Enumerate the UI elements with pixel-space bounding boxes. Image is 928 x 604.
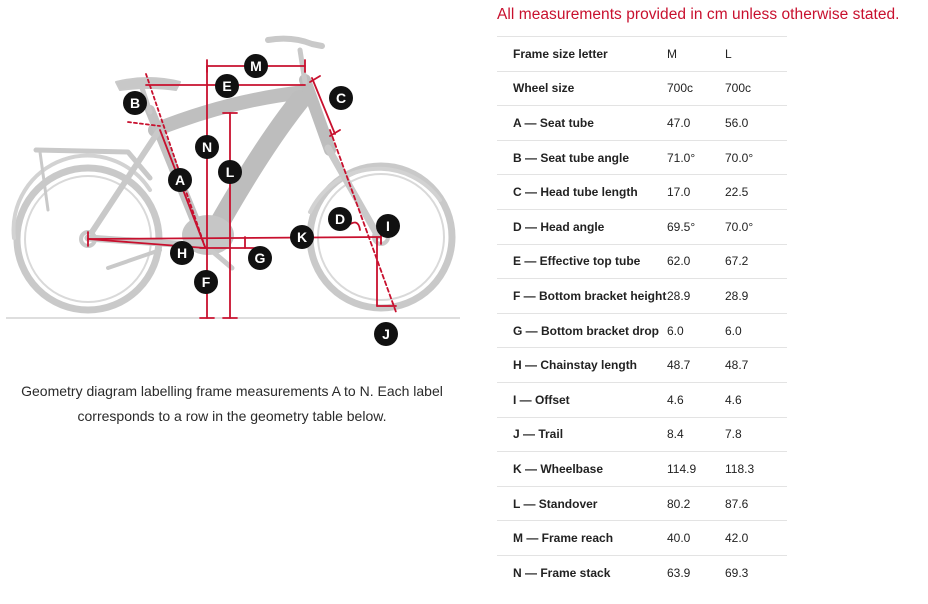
- row-value-m: 28.9: [667, 278, 725, 314]
- table-row: F — Bottom bracket height 28.9 28.9: [497, 278, 787, 314]
- table-row: K — Wheelbase 114.9 118.3: [497, 451, 787, 487]
- row-value-m: 71.0°: [667, 139, 725, 175]
- row-value-l: 118.3: [725, 451, 787, 487]
- svg-text:C: C: [336, 90, 346, 106]
- units-note: All measurements provided in cm unless o…: [497, 6, 900, 23]
- table-row: A — Seat tube 47.0 56.0: [497, 105, 787, 141]
- table-row: H — Chainstay length 48.7 48.7: [497, 347, 787, 383]
- row-name: B — Seat tube angle: [497, 139, 667, 175]
- svg-text:H: H: [177, 245, 187, 261]
- row-name: C — Head tube length: [497, 174, 667, 210]
- row-value-l: 6.0: [725, 312, 787, 348]
- header-size-m: M: [667, 36, 725, 72]
- row-value-l: 70.0°: [725, 208, 787, 245]
- row-value-m: 63.9: [667, 554, 725, 590]
- measurement-lines: [87, 59, 397, 319]
- row-value-m: 114.9: [667, 451, 725, 487]
- row-value-m: 4.6: [667, 381, 725, 418]
- label-A: A: [168, 168, 192, 192]
- svg-text:J: J: [382, 326, 390, 342]
- row-value-m: 17.0: [667, 174, 725, 210]
- header-size-l: L: [725, 36, 787, 72]
- table-row: E — Effective top tube 62.0 67.2: [497, 243, 787, 279]
- svg-text:G: G: [255, 250, 266, 266]
- label-F: F: [194, 270, 218, 294]
- row-name: M — Frame reach: [497, 520, 667, 556]
- row-value-m: 40.0: [667, 520, 725, 556]
- svg-text:L: L: [226, 164, 235, 180]
- label-N: N: [195, 135, 219, 159]
- svg-text:N: N: [202, 139, 212, 155]
- label-M: M: [244, 54, 268, 78]
- row-name: D — Head angle: [497, 208, 667, 245]
- row-value-l: 67.2: [725, 243, 787, 279]
- row-value-l: 48.7: [725, 347, 787, 383]
- row-value-l: 56.0: [725, 105, 787, 141]
- diagram-caption: Geometry diagram labelling frame measure…: [21, 383, 443, 424]
- table-row: G — Bottom bracket drop 6.0 6.0: [497, 312, 787, 348]
- geometry-table: Frame size letter M L Wheel size 700c 700c…: [497, 36, 787, 590]
- row-value-l: 42.0: [725, 520, 787, 556]
- svg-text:A: A: [175, 172, 185, 188]
- table-row: N — Frame stack 63.9 69.3: [497, 554, 787, 590]
- row-name: J — Trail: [497, 416, 667, 452]
- table-row: D — Head angle 69.5° 70.0°: [497, 208, 787, 245]
- table-row: M — Frame reach 40.0 42.0: [497, 520, 787, 556]
- geometry-diagram: A B C D E F G H I J K L M N: [0, 20, 470, 350]
- svg-text:D: D: [335, 211, 345, 227]
- row-value-l: 69.3: [725, 554, 787, 590]
- row-name: H — Chainstay length: [497, 347, 667, 383]
- row-value-l: 28.9: [725, 278, 787, 314]
- row-value-l: 87.6: [725, 485, 787, 521]
- label-K: K: [290, 225, 314, 249]
- label-C: C: [329, 86, 353, 110]
- label-D: D: [328, 207, 352, 231]
- label-E: E: [215, 74, 239, 98]
- row-value-l: 7.8: [725, 416, 787, 452]
- label-J: J: [374, 322, 398, 346]
- row-name: I — Offset: [497, 381, 667, 418]
- row-value-m: 80.2: [667, 485, 725, 521]
- table-header-row: Frame size letter M L: [497, 36, 787, 72]
- table-row: Wheel size 700c 700c: [497, 70, 787, 106]
- row-value-m: 69.5°: [667, 208, 725, 245]
- row-value-l: 700c: [725, 70, 787, 106]
- row-value-m: 62.0: [667, 243, 725, 279]
- svg-text:F: F: [202, 274, 211, 290]
- row-name: F — Bottom bracket height: [497, 278, 667, 314]
- svg-text:K: K: [297, 229, 307, 245]
- label-G: G: [248, 246, 272, 270]
- table-row: J — Trail 8.4 7.8: [497, 416, 787, 452]
- svg-text:E: E: [222, 78, 231, 94]
- row-name: K — Wheelbase: [497, 451, 667, 487]
- svg-text:I: I: [386, 218, 390, 234]
- svg-text:B: B: [130, 95, 140, 111]
- table-row: I — Offset 4.6 4.6: [497, 381, 787, 418]
- row-value-l: 70.0°: [725, 139, 787, 175]
- label-B: B: [123, 91, 147, 115]
- row-value-m: 47.0: [667, 105, 725, 141]
- measurement-labels: A B C D E F G H I J K L M N: [123, 54, 400, 346]
- row-value-m: 8.4: [667, 416, 725, 452]
- table-row: B — Seat tube angle 71.0° 70.0°: [497, 139, 787, 175]
- row-value-l: 22.5: [725, 174, 787, 210]
- row-name: N — Frame stack: [497, 554, 667, 590]
- table-row: C — Head tube length 17.0 22.5: [497, 174, 787, 210]
- row-value-l: 4.6: [725, 381, 787, 418]
- table-row: L — Standover 80.2 87.6: [497, 485, 787, 521]
- svg-text:M: M: [250, 58, 262, 74]
- row-name: L — Standover: [497, 485, 667, 521]
- header-frame-size: Frame size letter: [497, 36, 667, 72]
- label-I: I: [376, 214, 400, 238]
- label-L: L: [218, 160, 242, 184]
- label-H: H: [170, 241, 194, 265]
- row-value-m: 700c: [667, 70, 725, 106]
- row-name: A — Seat tube: [497, 105, 667, 141]
- row-name: G — Bottom bracket drop: [497, 312, 667, 348]
- row-name: Wheel size: [497, 70, 667, 106]
- row-value-m: 6.0: [667, 312, 725, 348]
- row-name: E — Effective top tube: [497, 243, 667, 279]
- row-value-m: 48.7: [667, 347, 725, 383]
